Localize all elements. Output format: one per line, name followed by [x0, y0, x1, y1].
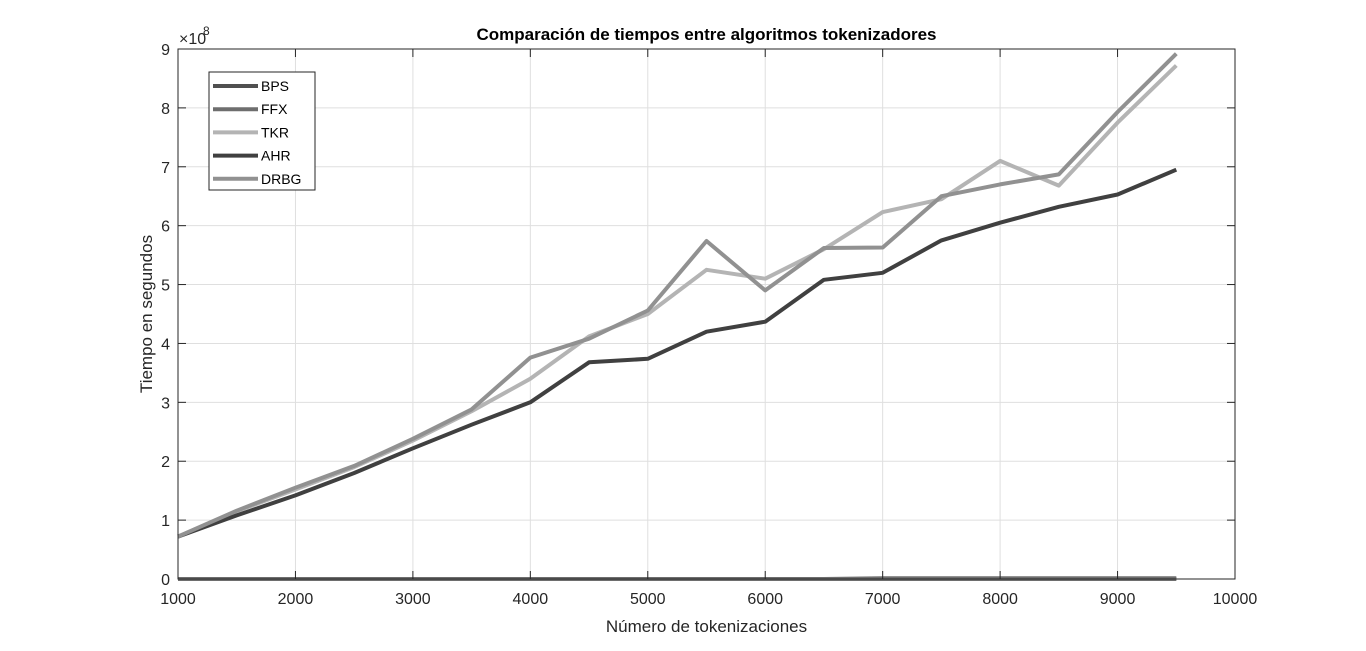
legend-label-ahr: AHR [261, 148, 291, 164]
y-tick-label: 5 [161, 278, 170, 295]
x-tick-label: 2000 [278, 591, 314, 608]
y-tick-label: 8 [161, 101, 170, 118]
y-tick-label: 9 [161, 42, 170, 59]
y-exponent-power: 8 [203, 24, 210, 38]
legend: BPS FFX TKR AHR DRBG [208, 71, 316, 191]
plot-area [178, 49, 1235, 579]
x-tick-label: 7000 [865, 591, 901, 608]
x-tick-label: 5000 [630, 591, 666, 608]
y-axis-exponent: ×10 8 [179, 24, 210, 48]
plot-frame [177, 48, 1236, 580]
legend-label-ffx: FFX [261, 101, 288, 117]
chart-title: Comparación de tiempos entre algoritmos … [476, 25, 936, 44]
x-tick-label: 8000 [982, 591, 1018, 608]
y-tick-label: 6 [161, 219, 170, 236]
y-tick-label: 7 [161, 160, 170, 177]
x-tick-label: 1000 [160, 591, 196, 608]
y-tick-label: 1 [161, 513, 170, 530]
legend-label-tkr: TKR [261, 124, 289, 140]
y-tick-label: 0 [161, 572, 170, 589]
y-tick-label: 3 [161, 395, 170, 412]
series-line-drbg [177, 52, 1178, 539]
x-tick-label: 6000 [747, 591, 783, 608]
y-axis-label: Tiempo en segundos [137, 235, 156, 393]
y-exponent-base: ×10 [179, 31, 206, 48]
x-tick-label: 3000 [395, 591, 431, 608]
legend-label-drbg: DRBG [261, 171, 301, 187]
y-tick-label: 2 [161, 454, 170, 471]
y-tick-label: 4 [161, 336, 170, 353]
legend-label-bps: BPS [261, 78, 289, 94]
x-tick-label: 4000 [513, 591, 549, 608]
x-tick-label: 9000 [1100, 591, 1136, 608]
series-line-ahr [177, 167, 1178, 539]
x-tick-label: 10000 [1213, 591, 1258, 608]
x-axis-label: Número de tokenizaciones [606, 617, 807, 636]
axis-ticks: 1000 2000 3000 4000 5000 6000 7000 8000 9000 1000… [160, 42, 1257, 608]
